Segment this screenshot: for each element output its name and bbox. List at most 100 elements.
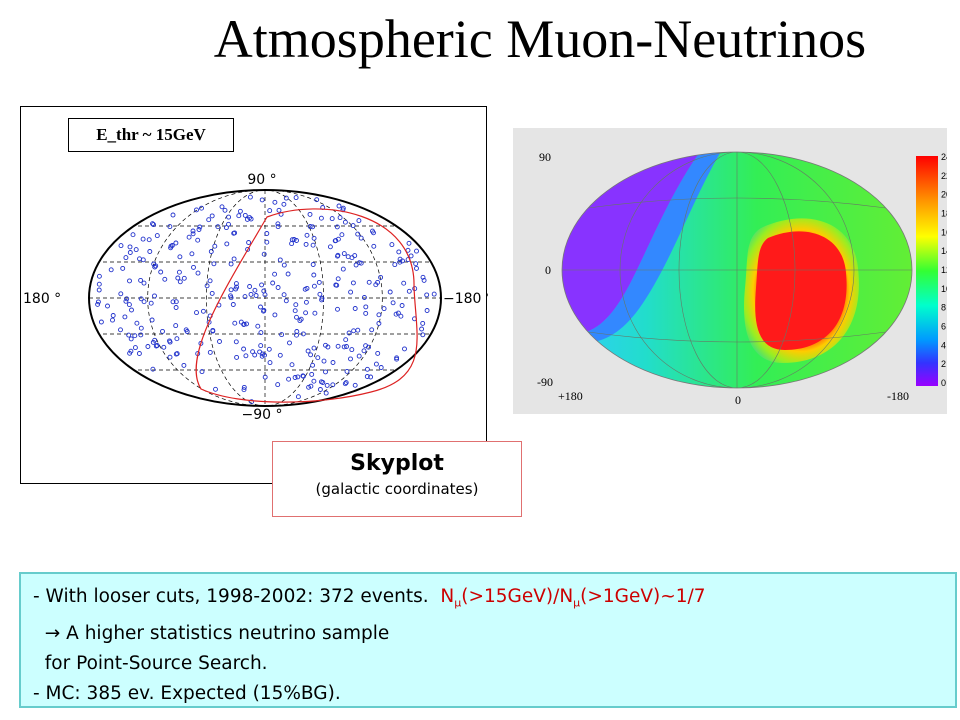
event-marker — [309, 371, 315, 377]
event-marker — [272, 271, 278, 277]
event-marker — [181, 362, 187, 368]
event-marker — [96, 287, 102, 293]
exposure-map: 242220181614121086420 90 0 -90 +180 0 -1… — [537, 150, 951, 407]
event-marker — [373, 361, 379, 367]
event-marker — [343, 380, 349, 386]
event-marker — [153, 343, 159, 349]
event-marker — [267, 208, 273, 214]
event-marker — [224, 241, 230, 247]
event-marker — [261, 251, 267, 257]
scale-label: 4 — [941, 340, 946, 350]
event-marker — [259, 197, 265, 203]
event-marker — [319, 297, 325, 303]
arrow-icon: → — [44, 622, 61, 644]
event-marker — [258, 304, 263, 310]
event-marker — [398, 313, 404, 319]
event-marker — [281, 262, 287, 268]
event-marker — [375, 350, 381, 356]
event-marker — [424, 308, 430, 313]
event-marker — [208, 249, 214, 254]
event-marker — [406, 288, 412, 294]
event-marker — [368, 374, 374, 380]
notes-box: - With looser cuts, 1998-2002: 372 event… — [19, 572, 957, 708]
event-marker — [153, 263, 159, 269]
note-line-2: → A higher statistics neutrino sample — [44, 622, 390, 644]
skyplot-chart: 90 ° −90 ° 180 ° −180 ° — [23, 172, 488, 423]
event-marker — [262, 374, 268, 380]
note-line-3: for Point-Source Search. — [44, 652, 268, 674]
event-marker — [335, 343, 341, 349]
event-marker — [298, 316, 304, 322]
event-marker — [174, 351, 180, 357]
event-marker — [207, 349, 213, 355]
event-marker — [305, 348, 311, 354]
event-marker — [375, 279, 381, 285]
event-marker — [217, 339, 222, 344]
event-marker — [173, 240, 179, 246]
event-marker — [258, 330, 264, 336]
event-marker — [315, 355, 321, 361]
event-marker — [342, 219, 348, 225]
event-marker — [250, 349, 256, 355]
event-marker — [118, 243, 124, 249]
event-marker — [310, 224, 316, 230]
skyplot-panel: 90 ° −90 ° 180 ° −180 ° — [20, 106, 488, 484]
event-marker — [123, 298, 129, 304]
event-marker — [342, 381, 348, 387]
event-marker — [349, 347, 355, 353]
event-marker — [364, 374, 370, 379]
event-marker — [152, 264, 158, 270]
event-marker — [95, 299, 101, 305]
event-marker — [238, 319, 244, 325]
event-marker — [167, 354, 173, 360]
event-marker — [212, 243, 218, 249]
event-marker — [148, 300, 154, 306]
event-marker — [310, 362, 316, 368]
event-marker — [304, 285, 310, 291]
event-marker — [311, 272, 317, 278]
event-marker — [211, 261, 217, 267]
event-marker — [129, 307, 134, 313]
note-events: - With looser cuts, 1998-2002: 372 event… — [33, 586, 429, 607]
event-marker — [289, 362, 295, 368]
event-marker — [286, 376, 292, 382]
event-marker — [311, 235, 317, 241]
event-marker — [175, 275, 181, 281]
event-marker — [356, 260, 362, 266]
event-marker — [340, 266, 346, 272]
event-marker — [408, 253, 414, 259]
event-marker — [96, 281, 102, 287]
event-marker — [128, 348, 134, 354]
event-marker — [150, 221, 155, 227]
event-marker — [259, 353, 265, 359]
event-marker — [352, 253, 358, 259]
event-marker — [170, 212, 176, 218]
event-marker — [378, 274, 384, 280]
event-marker — [297, 318, 303, 324]
event-marker — [167, 338, 172, 344]
event-marker — [413, 261, 419, 267]
skyplot-caption: Skyplot (galactic coordinates) — [272, 441, 522, 517]
event-marker — [281, 201, 287, 207]
event-marker — [118, 327, 123, 333]
event-marker — [321, 358, 327, 364]
event-marker — [241, 346, 247, 352]
event-marker — [424, 292, 430, 298]
event-marker — [127, 244, 133, 250]
event-marker — [228, 287, 234, 293]
event-marker — [361, 348, 367, 354]
event-marker — [123, 255, 129, 261]
event-marker — [397, 256, 403, 262]
event-marker — [259, 282, 265, 288]
event-marker — [311, 378, 317, 384]
event-marker — [241, 387, 247, 393]
event-marker — [132, 333, 138, 339]
event-marker — [306, 384, 312, 390]
event-marker — [190, 228, 196, 234]
event-marker — [316, 279, 322, 285]
event-marker — [276, 207, 282, 213]
event-marker — [174, 336, 180, 342]
event-marker — [249, 399, 255, 405]
event-marker — [277, 352, 283, 358]
event-marker — [127, 278, 132, 284]
